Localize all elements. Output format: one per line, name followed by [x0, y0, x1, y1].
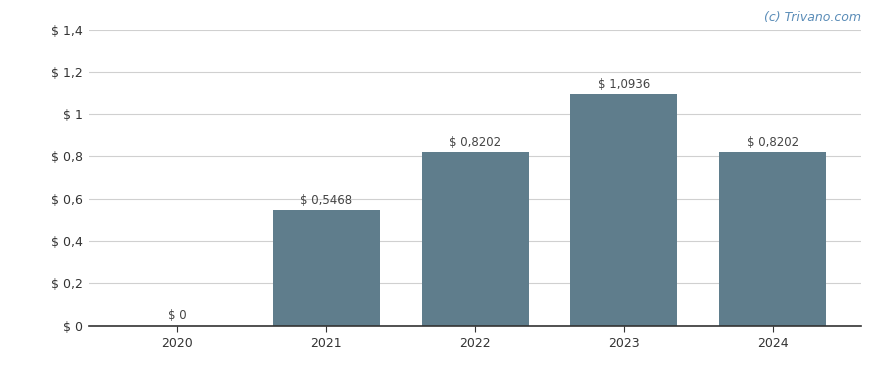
Bar — [570, 94, 678, 326]
Bar — [422, 152, 528, 326]
Bar — [719, 152, 826, 326]
Text: $ 0: $ 0 — [168, 309, 186, 322]
Text: $ 0,8202: $ 0,8202 — [449, 136, 501, 149]
Text: $ 0,5468: $ 0,5468 — [300, 194, 353, 207]
Bar — [273, 210, 380, 326]
Text: (c) Trivano.com: (c) Trivano.com — [765, 11, 861, 24]
Text: $ 1,0936: $ 1,0936 — [598, 78, 650, 91]
Text: $ 0,8202: $ 0,8202 — [747, 136, 798, 149]
